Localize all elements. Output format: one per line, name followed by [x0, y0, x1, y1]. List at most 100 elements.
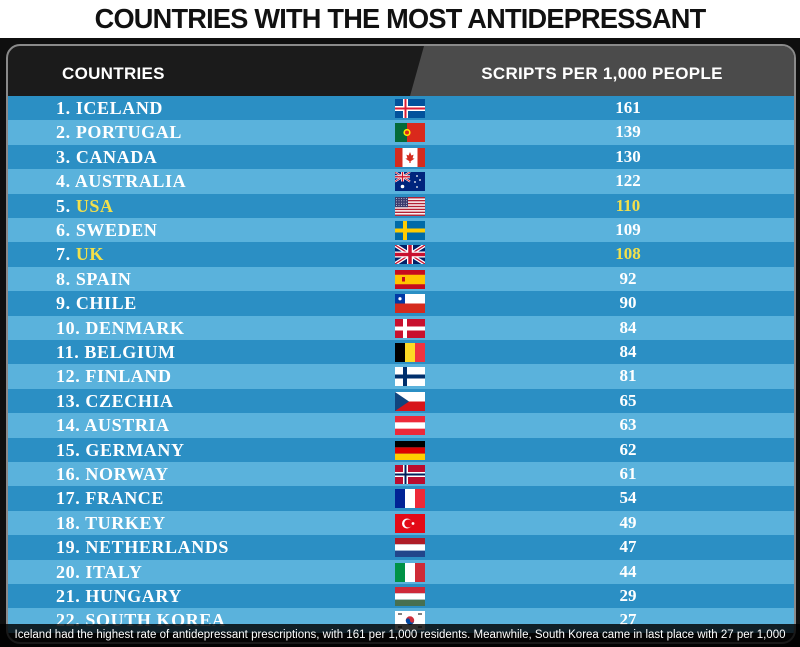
scripts-value: 65 — [568, 389, 688, 413]
country-name: 9. Chile — [56, 291, 137, 315]
country-name: 21. Hungary — [56, 584, 182, 608]
scripts-value: 49 — [568, 511, 688, 535]
spain-flag — [395, 270, 425, 289]
rank-label: 21. — [56, 586, 85, 606]
table-row: 12. Finland 81 — [8, 364, 794, 388]
scripts-value: 161 — [568, 96, 688, 120]
country-label: Netherlands — [85, 537, 229, 557]
rank-label: 5. — [56, 196, 76, 216]
table-row: 2. Portugal 139 — [8, 120, 794, 144]
table-row: 11. Belgium 84 — [8, 340, 794, 364]
scripts-value: 130 — [568, 145, 688, 169]
portugal-flag — [395, 123, 425, 142]
rank-label: 20. — [56, 562, 85, 582]
country-label: Norway — [85, 464, 168, 484]
table-row: 20. Italy 44 — [8, 560, 794, 584]
column-header-scripts: SCRIPTS PER 1,000 PEOPLE — [410, 64, 794, 84]
country-name: 18. Turkey — [56, 511, 166, 535]
rank-label: 3. — [56, 147, 76, 167]
norway-flag — [395, 465, 425, 484]
country-name: 20. Italy — [56, 560, 142, 584]
country-label: Belgium — [84, 342, 175, 362]
scripts-value: 62 — [568, 438, 688, 462]
rank-label: 18. — [56, 513, 85, 533]
rank-label: 8. — [56, 269, 76, 289]
country-label: Finland — [85, 366, 171, 386]
country-name: 14. Austria — [56, 413, 170, 437]
iceland-flag — [395, 99, 425, 118]
country-name: 8. Spain — [56, 267, 132, 291]
rank-label: 2. — [56, 122, 76, 142]
country-label: Hungary — [85, 586, 182, 606]
country-label: Sweden — [76, 220, 158, 240]
country-label: Czechia — [85, 391, 173, 411]
country-label: Spain — [76, 269, 132, 289]
austria-flag — [395, 416, 425, 435]
table-panel: COUNTRIES SCRIPTS PER 1,000 PEOPLE 1. Ic… — [6, 44, 796, 644]
rank-label: 11. — [56, 342, 84, 362]
country-label: Denmark — [85, 318, 184, 338]
chile-flag — [395, 294, 425, 313]
caption-text: Iceland had the highest rate of antidepr… — [0, 624, 800, 647]
table-row: 17. France 54 — [8, 486, 794, 510]
table-row: 16. Norway 61 — [8, 462, 794, 486]
scripts-value: 92 — [568, 267, 688, 291]
rank-label: 12. — [56, 366, 85, 386]
table-row: 19. Netherlands 47 — [8, 535, 794, 559]
table-row: 14. Austria 63 — [8, 413, 794, 437]
table-row: 15. Germany 62 — [8, 438, 794, 462]
country-label: Iceland — [76, 98, 163, 118]
germany-flag — [395, 441, 425, 460]
table-row: 10. Denmark 84 — [8, 316, 794, 340]
country-name: 6. Sweden — [56, 218, 157, 242]
scripts-value: 122 — [568, 169, 688, 193]
uk-flag — [395, 245, 425, 264]
table-row: 3. Canada 130 — [8, 145, 794, 169]
country-name: 7. UK — [56, 242, 104, 266]
rank-label: 16. — [56, 464, 85, 484]
table-row: 7. UK 108 — [8, 242, 794, 266]
canada-flag — [395, 148, 425, 167]
table-row: 21. Hungary 29 — [8, 584, 794, 608]
belgium-flag — [395, 343, 425, 362]
usa-flag — [395, 197, 425, 216]
hungary-flag — [395, 587, 425, 606]
rank-label: 7. — [56, 244, 76, 264]
rank-label: 14. — [56, 415, 84, 435]
country-name: 4. Australia — [56, 169, 186, 193]
rank-label: 6. — [56, 220, 76, 240]
scripts-value: 108 — [568, 242, 688, 266]
finland-flag — [395, 367, 425, 386]
table-row: 8. Spain 92 — [8, 267, 794, 291]
country-name: 11. Belgium — [56, 340, 176, 364]
rank-label: 15. — [56, 440, 85, 460]
country-name: 2. Portugal — [56, 120, 182, 144]
country-label: USA — [76, 196, 114, 216]
scripts-value: 139 — [568, 120, 688, 144]
country-name: 10. Denmark — [56, 316, 185, 340]
country-name: 17. France — [56, 486, 164, 510]
country-name: 3. Canada — [56, 145, 157, 169]
rank-label: 1. — [56, 98, 76, 118]
table-row: 1. Iceland 161 — [8, 96, 794, 120]
scripts-value: 54 — [568, 486, 688, 510]
denmark-flag — [395, 319, 425, 338]
country-label: Austria — [84, 415, 169, 435]
scripts-value: 44 — [568, 560, 688, 584]
scripts-value: 110 — [568, 194, 688, 218]
rank-label: 4. — [56, 171, 75, 191]
turkey-flag — [395, 514, 425, 533]
netherlands-flag — [395, 538, 425, 557]
table-row: 4. Australia 122 — [8, 169, 794, 193]
country-label: Italy — [85, 562, 142, 582]
country-name: 19. Netherlands — [56, 535, 229, 559]
scripts-value: 84 — [568, 316, 688, 340]
sweden-flag — [395, 221, 425, 240]
country-label: Canada — [76, 147, 158, 167]
rank-label: 17. — [56, 488, 85, 508]
rank-label: 19. — [56, 537, 85, 557]
country-label: Portugal — [76, 122, 182, 142]
table-row: 5. USA 110 — [8, 194, 794, 218]
scripts-value: 63 — [568, 413, 688, 437]
country-name: 5. USA — [56, 194, 114, 218]
